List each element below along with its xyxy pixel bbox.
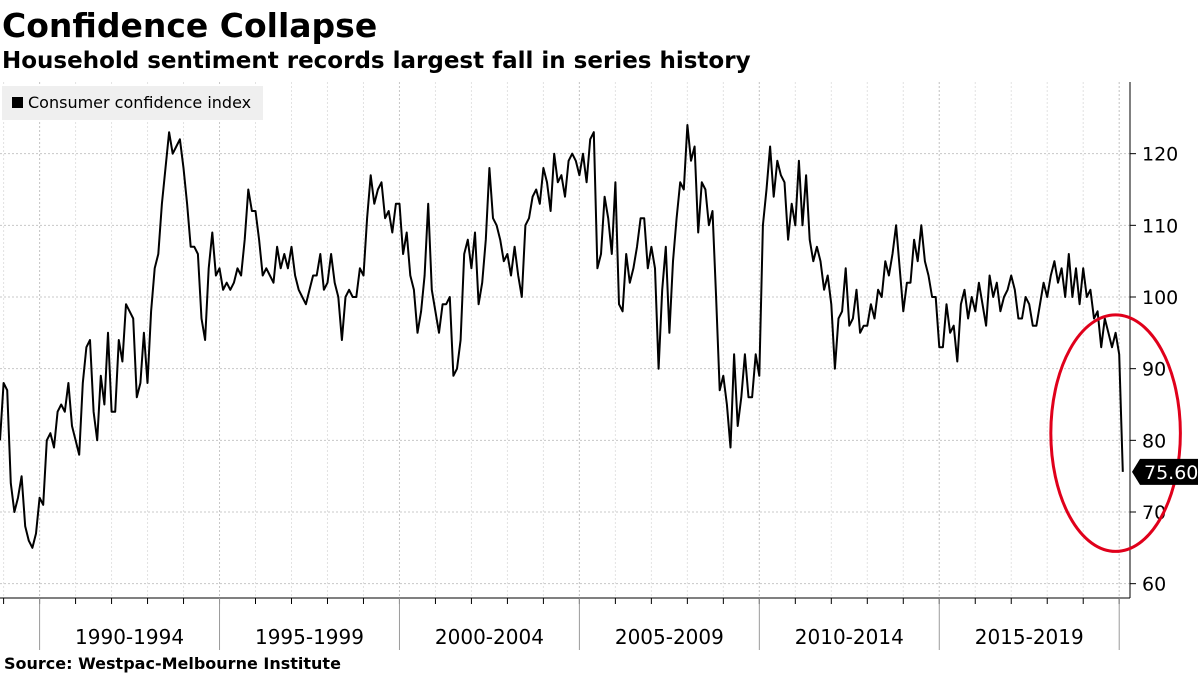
highlight-ellipse [1049, 313, 1182, 553]
y-tick-label: 90 [1142, 359, 1166, 381]
chart-subtitle: Household sentiment records largest fall… [2, 48, 751, 74]
period-label: 1990-1994 [75, 625, 184, 649]
legend: Consumer confidence index [2, 86, 263, 120]
last-value-box [1132, 458, 1198, 485]
chart-title: Confidence Collapse [2, 6, 377, 45]
gridlines [0, 82, 1130, 598]
y-tick-label: 100 [1142, 287, 1178, 309]
period-label: 2000-2004 [435, 625, 544, 649]
y-tick-label: 60 [1142, 574, 1166, 596]
period-label: 2010-2014 [795, 625, 904, 649]
last-value-label: 75.60 [1144, 462, 1198, 484]
period-label: 2005-2009 [615, 625, 724, 649]
legend-swatch [12, 97, 23, 108]
legend-background [2, 86, 263, 120]
period-axis: 1990-1994 1995-1999 2000-2004 2005-2009 2010… [0, 597, 1130, 650]
last-value-marker: 75.60 [1132, 458, 1198, 485]
y-tick-label: 110 [1142, 215, 1178, 237]
series-line-consumer-confidence [0, 124, 1124, 549]
y-tick-label: 120 [1142, 144, 1178, 166]
period-label: 2015-2019 [975, 625, 1084, 649]
legend-label: Consumer confidence index [28, 93, 251, 112]
period-label: 1995-1999 [255, 625, 364, 649]
source-note: Source: Westpac-Melbourne Institute [4, 654, 341, 673]
y-tick-label: 80 [1142, 430, 1166, 452]
